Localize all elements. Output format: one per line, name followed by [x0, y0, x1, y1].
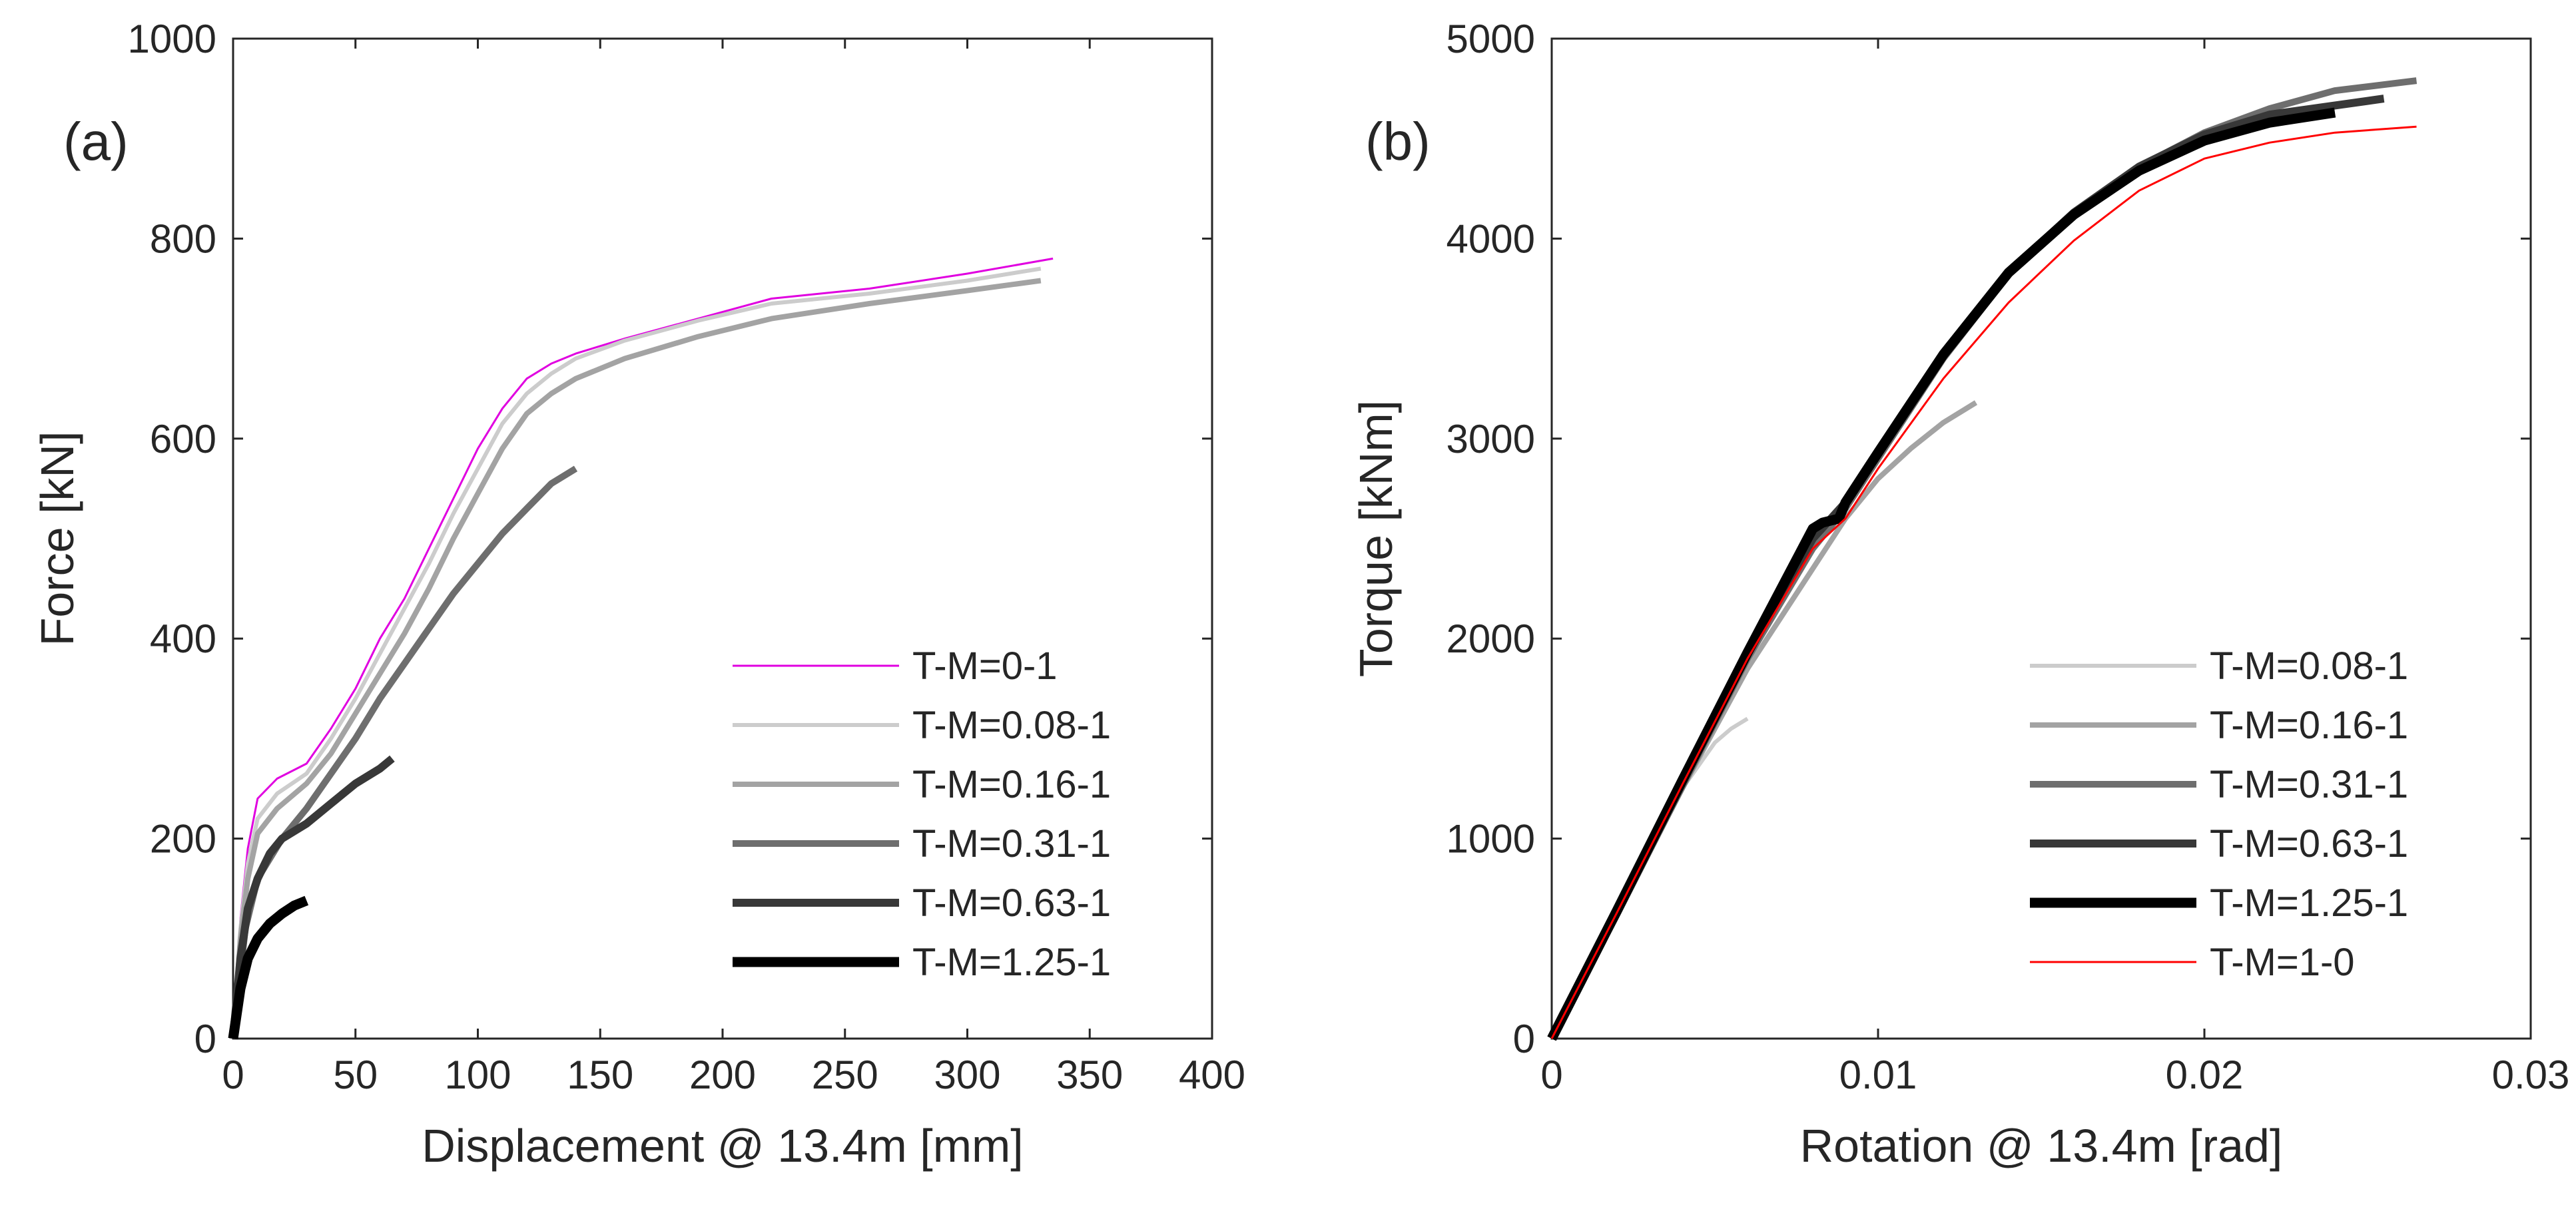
legend: T-M=0-1 T-M=0.08-1 T-M=0.16-1 T-M=0.31-1 T-M… — [733, 644, 1111, 984]
x-tick-label: 0 — [1540, 1053, 1562, 1097]
plot-frame — [1550, 37, 2532, 1040]
chart-panel-a: 0 50 100 150 200 250 300 350 400 0 200 400 600 800 100… — [31, 17, 1245, 1172]
series-line-t-m-0-16-1 — [230, 278, 1042, 1039]
y-axis-label: Force [kN] — [31, 431, 83, 646]
legend-entry-label: T-M=0.31-1 — [2210, 763, 2408, 806]
series-line-t-m-1-25-1 — [228, 895, 309, 1040]
legend-entry-label: T-M=0.63-1 — [2210, 822, 2408, 865]
legend-entry-label: T-M=1-0 — [2210, 941, 2355, 984]
x-axis-label: Displacement @ 13.4m [mm] — [422, 1120, 1024, 1172]
y-tick-label: 2000 — [1447, 616, 1535, 661]
y-axis-label: Torque [kNm] — [1350, 400, 1402, 677]
y-tick-label: 4000 — [1447, 216, 1535, 261]
series-line-t-m-0-63-1 — [229, 755, 395, 1039]
series-line-t-m-0-31-1 — [230, 465, 578, 1039]
legend-entry-label: T-M=0.63-1 — [912, 881, 1111, 925]
legend-entry-label: T-M=0-1 — [912, 644, 1058, 688]
legend-entry-label: T-M=0.08-1 — [2210, 644, 2408, 688]
y-tick-label: 1000 — [128, 17, 216, 61]
series-line-t-m-0-08-1 — [231, 266, 1042, 1039]
legend-entry-label: T-M=0.08-1 — [912, 704, 1111, 747]
legend-entry-label: T-M=0.31-1 — [912, 822, 1111, 865]
legend: T-M=0.08-1 T-M=0.16-1 T-M=0.31-1 T-M=0.63-1… — [2030, 644, 2408, 984]
y-tick-label: 3000 — [1447, 417, 1535, 461]
panel-label: (a) — [63, 112, 129, 171]
y-tick-label: 800 — [150, 216, 216, 261]
x-tick-label: 0.02 — [2166, 1053, 2244, 1097]
x-tick-label: 300 — [934, 1053, 1000, 1097]
series-line-t-m-0-1 — [232, 257, 1054, 1039]
y-tick-label: 400 — [150, 616, 216, 661]
x-tick-label: 200 — [689, 1053, 756, 1097]
x-tick-label: 0.01 — [1839, 1053, 1917, 1097]
y-tick-label: 0 — [194, 1017, 216, 1061]
legend-entry-label: T-M=1.25-1 — [2210, 881, 2408, 925]
chart-panel-b: 0 0.01 0.02 0.03 0 1000 2000 3000 4000 5000 Rotati… — [1350, 17, 2569, 1172]
y-tick-label: 5000 — [1447, 17, 1535, 61]
legend-entry-label: T-M=0.16-1 — [912, 763, 1111, 806]
x-tick-label: 100 — [444, 1053, 511, 1097]
x-tick-label: 50 — [333, 1053, 378, 1097]
y-tick-label: 0 — [1513, 1017, 1535, 1061]
series-line-t-m-1-25-1 — [1547, 107, 2336, 1041]
x-tick-label: 0 — [222, 1053, 244, 1097]
x-tick-label: 350 — [1056, 1053, 1123, 1097]
y-tick-label: 1000 — [1447, 817, 1535, 861]
legend-entry-label: T-M=0.16-1 — [2210, 704, 2408, 747]
panel-label: (b) — [1365, 112, 1431, 171]
x-tick-label: 150 — [567, 1053, 633, 1097]
x-tick-label: 0.03 — [2492, 1053, 2570, 1097]
x-tick-label: 250 — [812, 1053, 878, 1097]
series-line-t-m-1-0 — [1550, 125, 2417, 1039]
x-tick-label: 400 — [1179, 1053, 1245, 1097]
series-line-t-m-0-16-1 — [1549, 400, 1978, 1040]
y-tick-label: 200 — [150, 817, 216, 861]
legend-entry-label: T-M=1.25-1 — [912, 941, 1111, 984]
y-tick-label: 600 — [150, 417, 216, 461]
x-axis-label: Rotation @ 13.4m [rad] — [1800, 1120, 2283, 1172]
